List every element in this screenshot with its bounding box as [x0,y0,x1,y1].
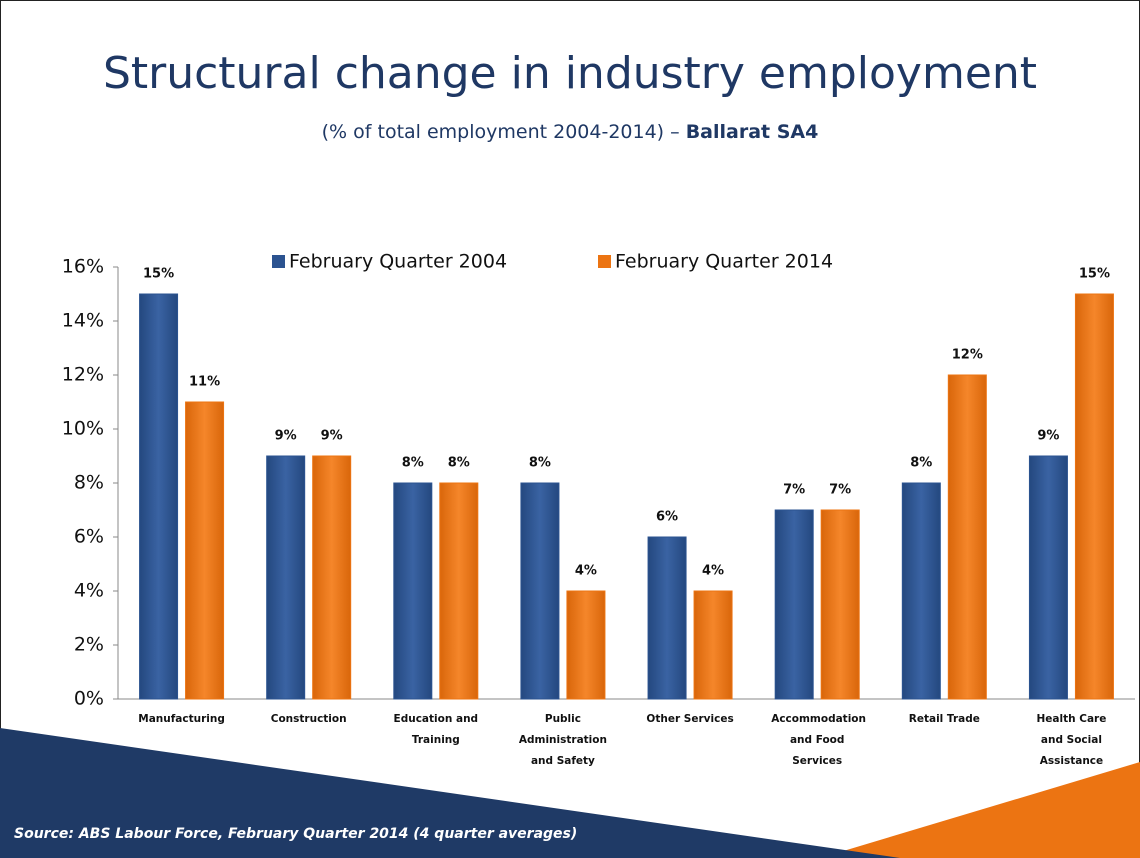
x-tick-label: Manufacturing [138,713,225,725]
bar [439,482,479,700]
bar [820,509,860,700]
chart-title: Structural change in industry employment [103,48,1037,99]
data-label: 9% [275,429,297,444]
navy-decoration [0,728,900,858]
x-tick-label: Construction [270,713,347,725]
bar [1028,455,1068,700]
y-tick-label: 0% [74,688,104,710]
y-tick-label: 6% [74,526,104,548]
bar [647,536,687,700]
legend-label: February Quarter 2004 [289,251,507,273]
data-label: 8% [910,456,932,471]
data-label: 9% [321,429,343,444]
data-label: 4% [575,564,597,579]
data-label: 11% [189,375,220,390]
orange-decoration [820,762,1140,858]
bar [566,590,606,700]
data-label: 9% [1037,429,1059,444]
bar [139,293,179,700]
bar [947,374,987,700]
x-tick-label: Education and Training [393,713,479,746]
x-tick-label: Health Care and Social Assistance [1036,713,1107,767]
x-tick-label: Accommodation and Food Services [771,713,866,767]
bar [901,482,941,700]
y-tick-label: 12% [62,364,104,386]
y-tick-label: 8% [74,472,104,494]
x-tick-label: Other Services [646,713,734,725]
bar [774,509,814,700]
data-label: 15% [143,267,174,282]
legend-swatch [598,255,611,268]
legend-swatch [272,255,285,268]
y-tick-label: 2% [74,634,104,656]
data-label: 15% [1079,267,1110,282]
bar [393,482,433,700]
x-tick-label: Retail Trade [908,713,980,725]
data-label: 7% [829,483,851,498]
x-tick-label: Public Administration and Safety [518,713,607,767]
data-label: 8% [448,456,470,471]
y-tick-label: 10% [62,418,104,440]
data-label: 6% [656,510,678,525]
bar [693,590,733,700]
bar [185,401,225,700]
subtitle-emphasis: Ballarat SA4 [686,121,819,143]
bar [1074,293,1114,700]
data-label: 4% [702,564,724,579]
legend-label: February Quarter 2014 [615,251,833,273]
data-label: 12% [952,348,983,363]
bar [520,482,560,700]
subtitle: (% of total employment 2004-2014) – Ball… [322,121,819,143]
y-tick-label: 4% [74,580,104,602]
bar [266,455,306,700]
data-label: 7% [783,483,805,498]
bar [312,455,352,700]
data-label: 8% [529,456,551,471]
y-tick-label: 16% [62,256,104,278]
y-tick-label: 14% [62,310,104,332]
source-note: Source: ABS Labour Force, February Quart… [14,826,577,842]
subtitle-text: (% of total employment 2004-2014) – [322,121,680,143]
data-label: 8% [402,456,424,471]
